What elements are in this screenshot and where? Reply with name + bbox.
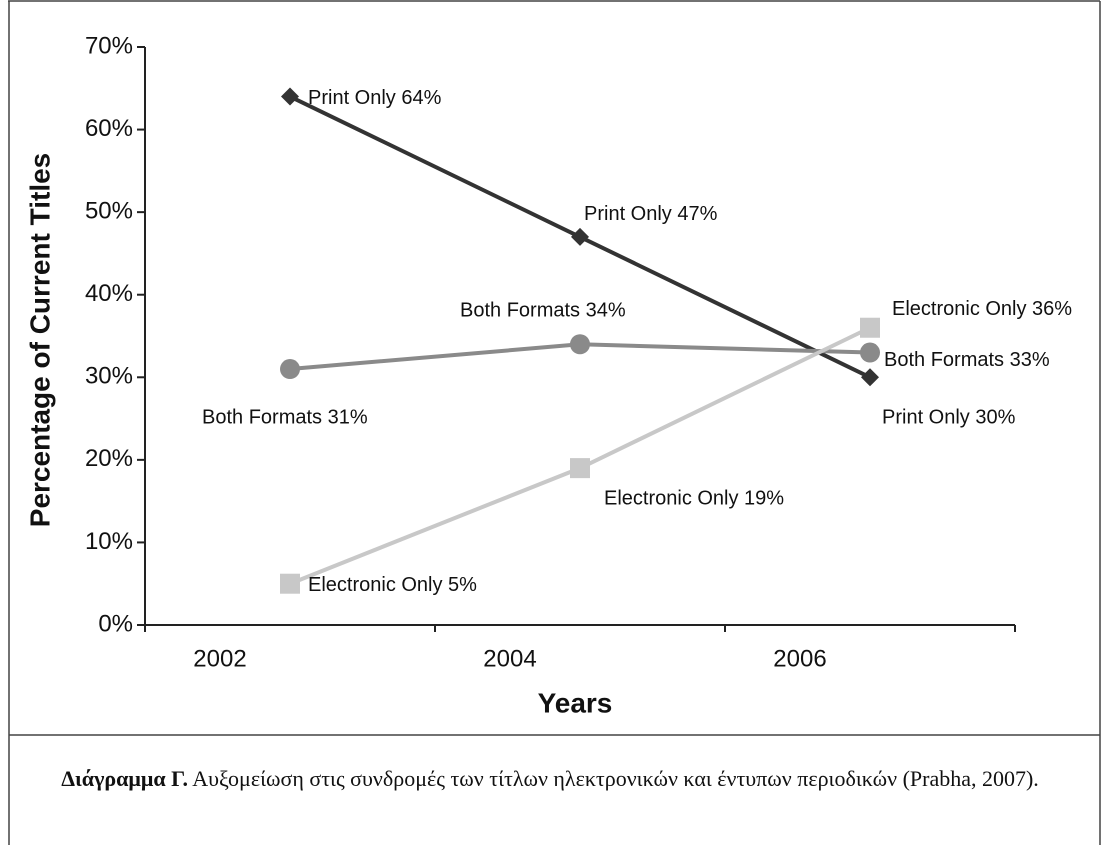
data-label: Both Formats 34% (460, 300, 626, 322)
x-tick-label: 2004 (483, 645, 536, 672)
y-tick-label: 70% (85, 32, 133, 59)
marker (860, 317, 880, 338)
marker (280, 573, 300, 594)
y-axis-title: Percentage of Current Titles (24, 153, 55, 527)
data-label: Print Only 30% (882, 407, 1016, 429)
marker (861, 368, 879, 387)
caption: Διάγραμμα Γ. Αυξομείωση στις συνδρομές τ… (60, 760, 1040, 798)
caption-label: Διάγραμμα Γ. (61, 766, 188, 791)
data-label: Electronic Only 5% (308, 574, 477, 596)
series-line (289, 325, 871, 586)
marker (280, 359, 300, 380)
marker (570, 334, 590, 355)
marker (860, 342, 880, 363)
data-label: Print Only 47% (584, 203, 718, 225)
marker (571, 227, 589, 246)
y-tick-label: 60% (85, 115, 133, 142)
marker (281, 87, 299, 106)
y-tick-label: 0% (98, 610, 133, 637)
y-tick-label: 40% (85, 280, 133, 307)
data-label: Both Formats 33% (884, 349, 1050, 371)
data-label: Electronic Only 19% (604, 487, 784, 509)
y-tick-label: 30% (85, 363, 133, 390)
x-tick-label: 2002 (193, 645, 246, 672)
caption-text: Αυξομείωση στις συνδρομές των τίτλων ηλε… (187, 766, 1039, 791)
x-tick-label: 2006 (773, 645, 826, 672)
data-label: Electronic Only 36% (892, 298, 1072, 320)
y-tick-label: 20% (85, 445, 133, 472)
data-label: Print Only 64% (308, 87, 442, 109)
data-label: Both Formats 31% (202, 406, 368, 428)
x-axis-title: Years (538, 687, 613, 718)
marker (570, 458, 590, 479)
y-tick-label: 50% (85, 197, 133, 224)
y-tick-label: 10% (85, 528, 133, 555)
